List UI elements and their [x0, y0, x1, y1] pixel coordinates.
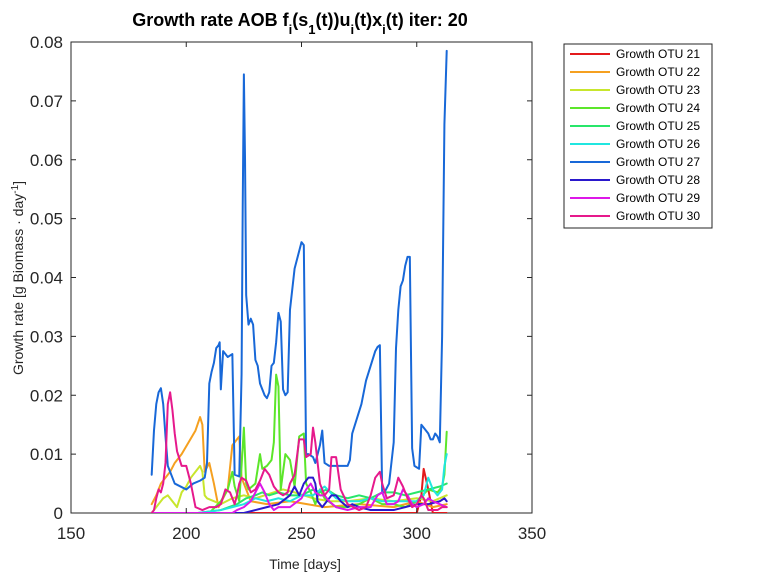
- y-tick-label: 0.04: [30, 269, 63, 288]
- x-axis-label: Time [days]: [269, 556, 341, 572]
- series-line-otu-30: [150, 391, 448, 513]
- legend-label: Growth OTU 25: [616, 119, 700, 133]
- legend-label: Growth OTU 30: [616, 209, 700, 223]
- legend-label: Growth OTU 22: [616, 65, 700, 79]
- y-tick-label: 0: [54, 504, 63, 523]
- y-tick-label: 0.01: [30, 445, 63, 464]
- x-tick-label: 150: [57, 524, 85, 543]
- series-line-otu-26: [150, 453, 448, 513]
- legend-label: Growth OTU 24: [616, 101, 700, 115]
- legend-label: Growth OTU 26: [616, 137, 700, 151]
- y-tick-label: 0.08: [30, 33, 63, 52]
- legend-label: Growth OTU 29: [616, 191, 700, 205]
- legend-label: Growth OTU 27: [616, 155, 700, 169]
- series-line-otu-21: [150, 467, 448, 513]
- chart-title: Growth rate AOB fi(s1(t))ui(t)xi(t) iter…: [132, 10, 467, 37]
- y-tick-label: 0.05: [30, 210, 63, 229]
- y-tick-label: 0.07: [30, 92, 63, 111]
- series-line-otu-25: [150, 482, 448, 513]
- y-tick-label: 0.03: [30, 327, 63, 346]
- legend-label: Growth OTU 23: [616, 83, 700, 97]
- y-axis-label: Growth rate [g Biomass · day-1]: [10, 181, 27, 375]
- y-tick-label: 0.06: [30, 151, 63, 170]
- legend-label: Growth OTU 28: [616, 173, 700, 187]
- series-line-otu-27: [150, 49, 448, 494]
- x-tick-label: 300: [403, 524, 431, 543]
- x-tick-label: 200: [172, 524, 200, 543]
- series-line-otu-28: [150, 476, 448, 513]
- plot-area: [70, 41, 533, 514]
- series-line-otu-29: [150, 482, 448, 513]
- axes-ticks: 150 200 250 300 350 0 0.01 0.02 0.03 0.04 0.05 0.06…: [30, 33, 546, 543]
- y-tick-label: 0.02: [30, 386, 63, 405]
- x-tick-label: 350: [518, 524, 546, 543]
- plot-frame: [70, 41, 533, 514]
- x-tick-label: 250: [287, 524, 315, 543]
- legend-label: Growth OTU 21: [616, 47, 700, 61]
- legend: Growth OTU 21 Growth OTU 22 Growth OTU 23 G…: [563, 43, 713, 229]
